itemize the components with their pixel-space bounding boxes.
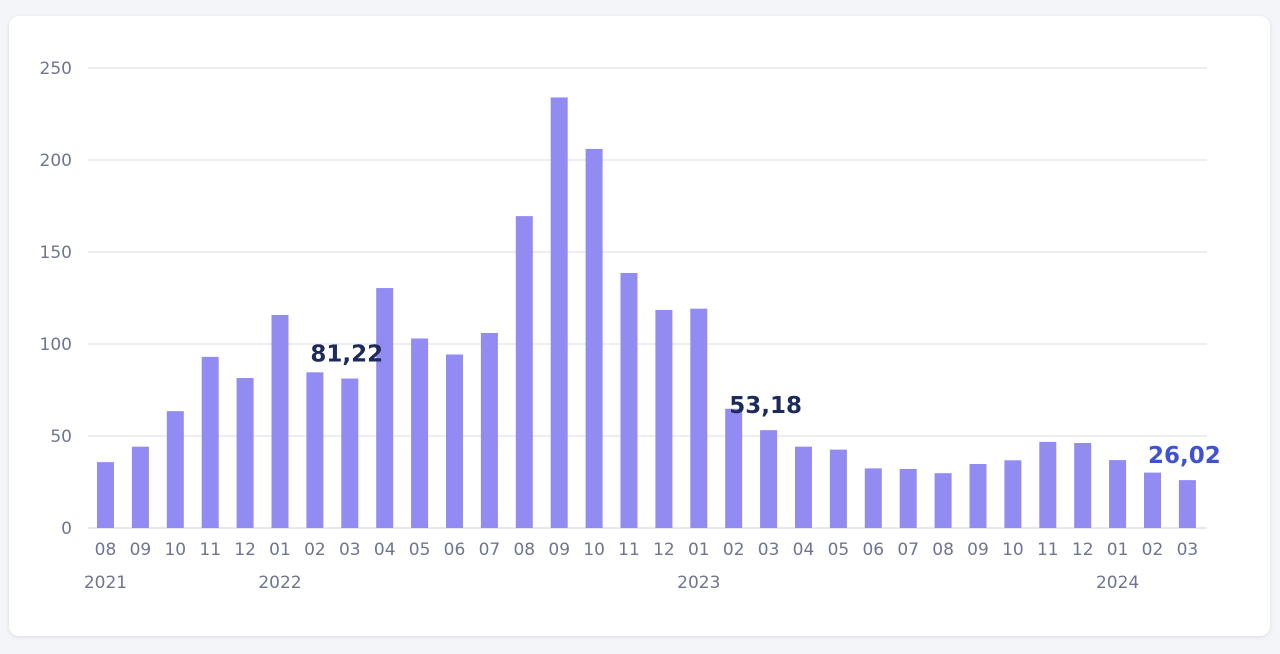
x-tick-label: 09 xyxy=(548,540,570,560)
x-tick-label: 06 xyxy=(444,540,466,560)
x-tick-label: 04 xyxy=(374,540,396,560)
bar-23 xyxy=(899,468,917,528)
x-tick-label: 08 xyxy=(513,540,535,560)
x-tick-label: 12 xyxy=(234,540,256,560)
bar-6 xyxy=(306,372,324,528)
x-tick-label: 12 xyxy=(653,540,675,560)
x-tick-label: 11 xyxy=(618,540,640,560)
bar-5 xyxy=(271,314,289,528)
bar-13 xyxy=(550,97,568,528)
y-tick-label: 0 xyxy=(61,519,72,539)
x-axis: 08 09 10 11 12 01 02 03 04 05 06 07 08 09 10 11 12 01 02 03… xyxy=(95,540,1199,560)
x-tick-label: 07 xyxy=(479,540,501,560)
year-label-2023: 2023 xyxy=(677,573,720,593)
bar-17 xyxy=(690,308,708,528)
x-tick-label: 07 xyxy=(897,540,919,560)
x-tick-label: 03 xyxy=(758,540,780,560)
bar-19 xyxy=(760,430,778,528)
x-tick-label: 08 xyxy=(932,540,954,560)
annotations: 81,22 53,18 26,02 xyxy=(310,342,1220,470)
x-tick-label: 04 xyxy=(793,540,815,560)
x-tick-label: 03 xyxy=(1177,540,1199,560)
bar-1 xyxy=(131,446,149,528)
bar-29 xyxy=(1109,460,1127,528)
x-tick-label: 01 xyxy=(269,540,291,560)
bar-0 xyxy=(97,462,114,528)
bar-3 xyxy=(201,356,219,528)
x-tick-label: 05 xyxy=(828,540,850,560)
bar-4 xyxy=(236,378,254,528)
bar-20 xyxy=(795,446,812,528)
y-tick-label: 150 xyxy=(40,243,72,263)
y-axis: 0 50 100 150 200 250 xyxy=(40,59,72,539)
x-tick-label: 11 xyxy=(199,540,221,560)
bar-12 xyxy=(515,216,533,528)
x-tick-label: 02 xyxy=(1142,540,1164,560)
x-tick-label: 02 xyxy=(723,540,745,560)
bar-2 xyxy=(166,411,184,528)
bar-25 xyxy=(969,463,987,528)
y-tick-label: 250 xyxy=(40,59,72,79)
x-tick-label: 11 xyxy=(1037,540,1059,560)
data-label: 81,22 xyxy=(310,342,383,368)
year-labels: 2021 2022 2023 2024 xyxy=(84,573,1139,593)
x-tick-label: 10 xyxy=(583,540,605,560)
x-tick-label: 09 xyxy=(967,540,989,560)
x-tick-label: 01 xyxy=(1107,540,1129,560)
data-label: 53,18 xyxy=(729,393,802,419)
x-tick-label: 10 xyxy=(1002,540,1024,560)
bar-10 xyxy=(446,354,463,528)
bar-14 xyxy=(585,148,603,528)
bar-8 xyxy=(376,288,394,528)
bar-28 xyxy=(1074,442,1092,528)
data-label: 26,02 xyxy=(1148,443,1221,469)
bar-16 xyxy=(655,309,673,528)
grid-lines xyxy=(88,67,1207,529)
bars xyxy=(97,97,1196,528)
year-label-2022: 2022 xyxy=(258,573,301,593)
bar-21 xyxy=(829,449,847,528)
bar-7 xyxy=(341,378,359,528)
y-tick-label: 100 xyxy=(40,335,72,355)
x-tick-label: 12 xyxy=(1072,540,1094,560)
x-tick-label: 09 xyxy=(130,540,152,560)
x-tick-label: 10 xyxy=(164,540,186,560)
bar-15 xyxy=(620,272,638,528)
bar-22 xyxy=(864,468,882,528)
chart-card xyxy=(9,16,1270,636)
x-tick-label: 08 xyxy=(95,540,117,560)
x-tick-label: 06 xyxy=(862,540,884,560)
x-tick-label: 01 xyxy=(688,540,710,560)
year-label-2024: 2024 xyxy=(1096,573,1139,593)
bar-11 xyxy=(480,332,498,528)
x-tick-label: 03 xyxy=(339,540,361,560)
y-tick-label: 50 xyxy=(50,427,72,447)
bar-31 xyxy=(1178,480,1196,528)
bar-26 xyxy=(1004,460,1022,528)
x-tick-label: 02 xyxy=(304,540,326,560)
bar-24 xyxy=(934,473,952,528)
bar-9 xyxy=(411,338,429,528)
y-tick-label: 200 xyxy=(40,151,72,171)
bar-27 xyxy=(1039,441,1057,528)
year-label-2021: 2021 xyxy=(84,573,127,593)
bar-18 xyxy=(725,408,743,528)
x-tick-label: 05 xyxy=(409,540,431,560)
bar-30 xyxy=(1144,472,1161,528)
